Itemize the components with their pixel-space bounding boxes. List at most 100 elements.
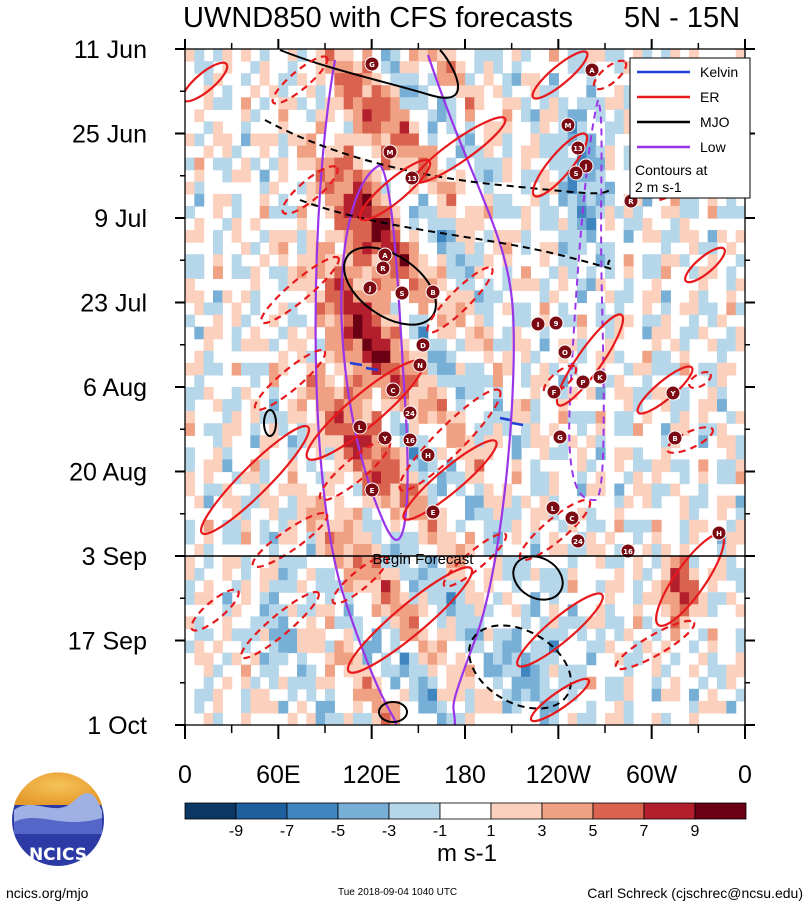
field-cell [605,193,615,207]
field-cell [437,278,447,292]
er-contour [542,364,578,396]
field-cell [325,592,335,605]
field-cell [633,652,643,666]
field-cell [493,676,503,690]
field-cell [306,459,317,473]
field-cell [203,628,214,642]
field-cell [633,616,643,630]
field-cell [670,676,681,690]
colorbar-units: m s-1 [437,840,497,867]
field-cell [539,290,550,304]
field-cell [297,628,307,642]
field-cell [549,109,559,123]
storm-label: H [716,530,722,538]
field-cell [353,712,363,725]
field-cell [399,73,410,86]
field-cell [521,399,531,412]
field-cell [567,712,578,725]
field-cell [661,242,671,255]
field-cell [362,688,373,702]
field-cell [325,435,335,448]
field-cell [614,205,625,219]
field-cell [605,242,615,255]
field-cell [418,628,429,642]
field-cell [409,145,419,159]
field-cell [670,49,681,62]
field-cell [651,266,662,279]
storm-label: G [557,434,563,442]
field-cell [278,580,289,593]
field-cell [633,483,643,497]
field-cell [222,97,233,110]
field-cell [259,580,270,593]
field-cell [549,628,559,642]
field-cell [614,507,625,521]
field-cell [530,519,541,533]
field-cell [661,326,671,340]
field-cell [586,181,597,195]
field-cell [278,616,289,630]
field-cell [278,652,289,666]
field-cell [315,543,326,557]
field-cell [577,242,587,255]
field-cell [259,362,270,376]
field-cell [409,314,419,328]
field-cell [353,350,363,364]
field-cell [409,374,419,388]
storm-marker: Y [665,385,681,401]
field-cell [213,712,223,725]
colorbar-swatch [694,802,747,820]
field-cell [670,399,681,412]
field-cell [586,411,597,424]
field-cell [269,374,279,388]
field-cell [595,435,606,448]
field-cell [241,133,251,147]
field-cell [707,242,718,255]
field-cell [521,652,531,666]
field-cell [577,109,587,123]
field-cell [343,423,354,436]
field-cell [493,85,503,98]
field-cell [418,568,429,581]
field-cell [511,507,522,521]
field-cell [595,628,606,642]
legend-label: Kelvin [700,64,738,80]
field-cell [213,242,223,255]
field-cell [586,652,597,666]
field-cell [567,543,578,557]
field-cell [511,338,522,352]
field-cell [679,616,690,630]
field-cell [717,507,727,521]
field-cell [362,73,373,86]
field-cell [679,205,690,219]
field-cell [539,97,550,110]
field-cell [567,230,578,243]
field-cell [185,471,195,485]
field-cell [390,556,401,569]
field-cell [726,592,737,605]
field-cell [483,314,494,328]
field-cell [353,399,363,412]
field-cell [642,362,653,376]
field-cell [362,543,373,557]
field-cell [437,266,447,279]
field-cell [633,205,643,219]
field-cell [287,688,298,702]
forecast-label: Begin Forecast [373,551,475,568]
storm-label: F [552,389,557,397]
field-cell [605,374,615,388]
field-cell [661,399,671,412]
er-contour [190,588,240,632]
field-cell [502,230,513,243]
field-cell [483,254,494,267]
field-cell [343,85,354,98]
field-cell [185,531,195,545]
field-cell [605,205,615,219]
colorbar-label: -5 [331,823,345,840]
field-cell [390,350,401,364]
field-cell [586,640,597,654]
field-cell [726,193,737,207]
legend-label: Low [700,139,727,155]
field-cell [194,543,205,557]
field-cell [250,61,261,74]
